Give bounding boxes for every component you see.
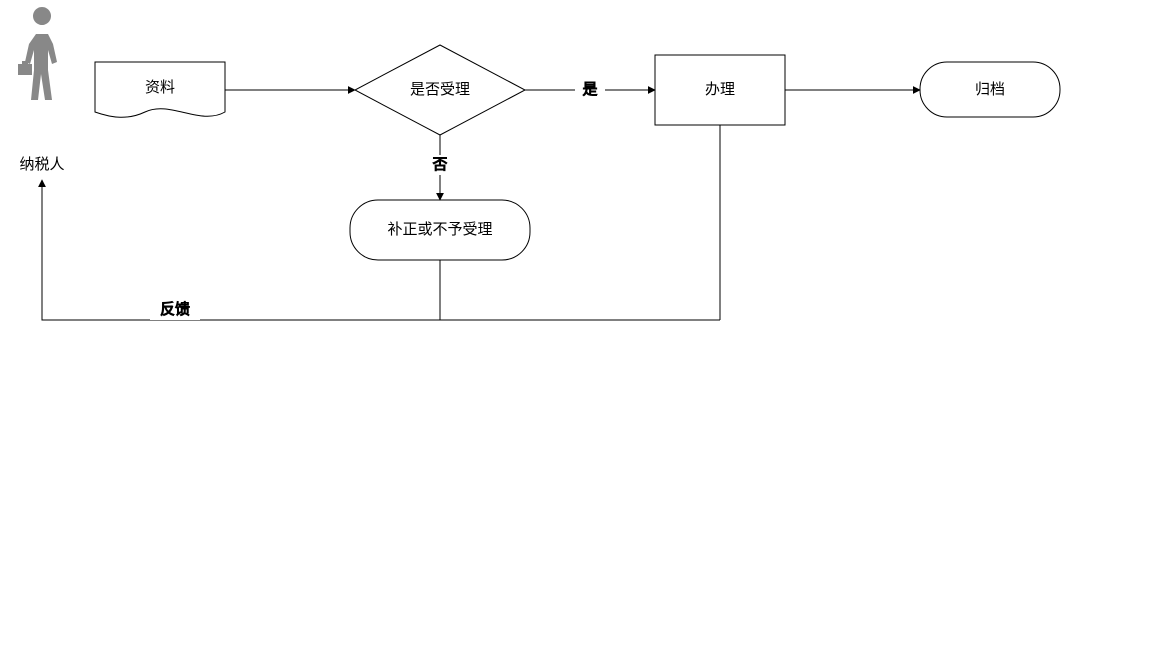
process-label: 办理	[705, 81, 735, 98]
taxpayer-node: 纳税人	[18, 7, 65, 173]
taxpayer-label: 纳税人	[19, 156, 64, 173]
edge-no-label: 否	[432, 156, 447, 173]
edge-yes-label: 是	[582, 81, 597, 98]
process-node: 办理	[655, 55, 785, 125]
decision-node: 是否受理	[355, 45, 525, 135]
reject-node: 补正或不予受理	[350, 200, 530, 260]
archive-node: 归档	[920, 62, 1060, 117]
edge-feedback-label: 反馈	[160, 301, 190, 318]
reject-label: 补正或不予受理	[387, 221, 492, 238]
decision-label: 是否受理	[410, 81, 470, 98]
person-icon	[18, 7, 57, 100]
materials-label: 资料	[145, 79, 175, 96]
materials-node: 资料	[95, 62, 225, 117]
archive-label: 归档	[975, 81, 1005, 98]
flowchart-canvas: 纳税人 资料 是否受理 办理 归档 补正或不予受理 是 否	[0, 0, 1152, 648]
